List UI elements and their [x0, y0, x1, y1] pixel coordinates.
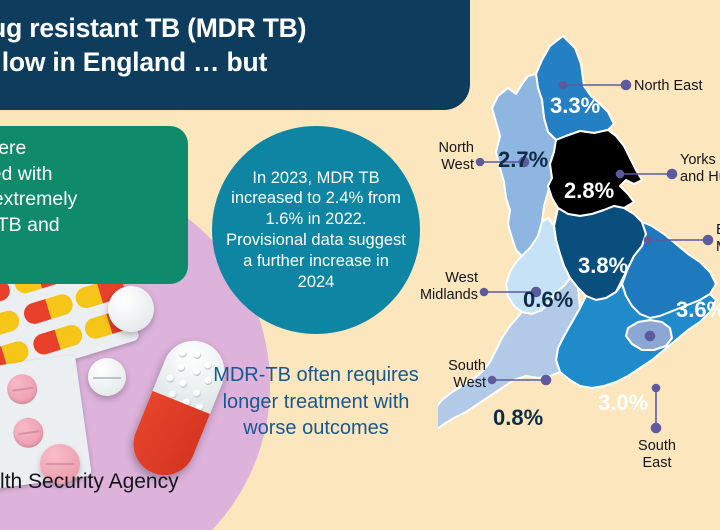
white-tablet — [108, 286, 154, 332]
map-leader-lines — [475, 79, 714, 434]
green-stat-box: 3 there were ple notified with DR (pre-e… — [0, 126, 188, 284]
map-region-north-east[interactable] — [535, 35, 615, 141]
green-box-line2: ple notified with — [0, 162, 53, 185]
pink-tablet — [5, 372, 40, 407]
capsule-pill — [0, 308, 22, 343]
map-label-north-west: North West — [438, 140, 474, 173]
england-choropleth-map: 3.3% 2.7% 2.8% 3.8% 0.6% 3.6% 0.8% 3.0% … — [420, 0, 720, 530]
green-box-line5: -TB — [0, 239, 174, 265]
map-label-north-east: North East — [634, 78, 703, 94]
green-box-line1: 3 there were — [0, 137, 27, 159]
ukhsa-logo-text: lealth Security Agency — [0, 470, 179, 493]
map-label-south-west: South West — [448, 358, 486, 391]
ukhsa-logo: lealth Security Agency — [0, 470, 242, 494]
map-region-yorkshire-humber[interactable] — [547, 129, 643, 217]
map-svg — [438, 35, 717, 434]
map-label-south-east: South East — [638, 438, 676, 471]
header-banner: drug resistant TB (MDR TB) ns low in Eng… — [0, 0, 470, 110]
capsule-pill — [30, 322, 85, 358]
green-box-line4: esistant) TB and — [0, 214, 60, 237]
pills-illustration — [0, 235, 260, 494]
teal-circle-text: In 2023, MDR TB increased to 2.4% from 1… — [226, 168, 406, 291]
white-scored-tablet — [88, 358, 126, 396]
green-box-line3: DR (pre-extremely — [0, 188, 78, 211]
header-title-line1: drug resistant TB (MDR TB) — [0, 13, 307, 43]
map-label-east-midlands: EMi — [716, 222, 720, 255]
treatment-caption: MDR-TB often requires longer treatment w… — [213, 364, 419, 440]
header-title-line2: ns low in England … but — [0, 46, 268, 77]
teal-stat-circle: In 2023, MDR TB increased to 2.4% from 1… — [212, 126, 420, 334]
map-label-west-midlands: West Midlands — [419, 270, 478, 303]
pink-loose-tablet — [40, 444, 80, 484]
map-region-south-west[interactable] — [438, 277, 581, 430]
capsule-pill — [21, 291, 76, 327]
pink-tablet — [11, 415, 46, 450]
